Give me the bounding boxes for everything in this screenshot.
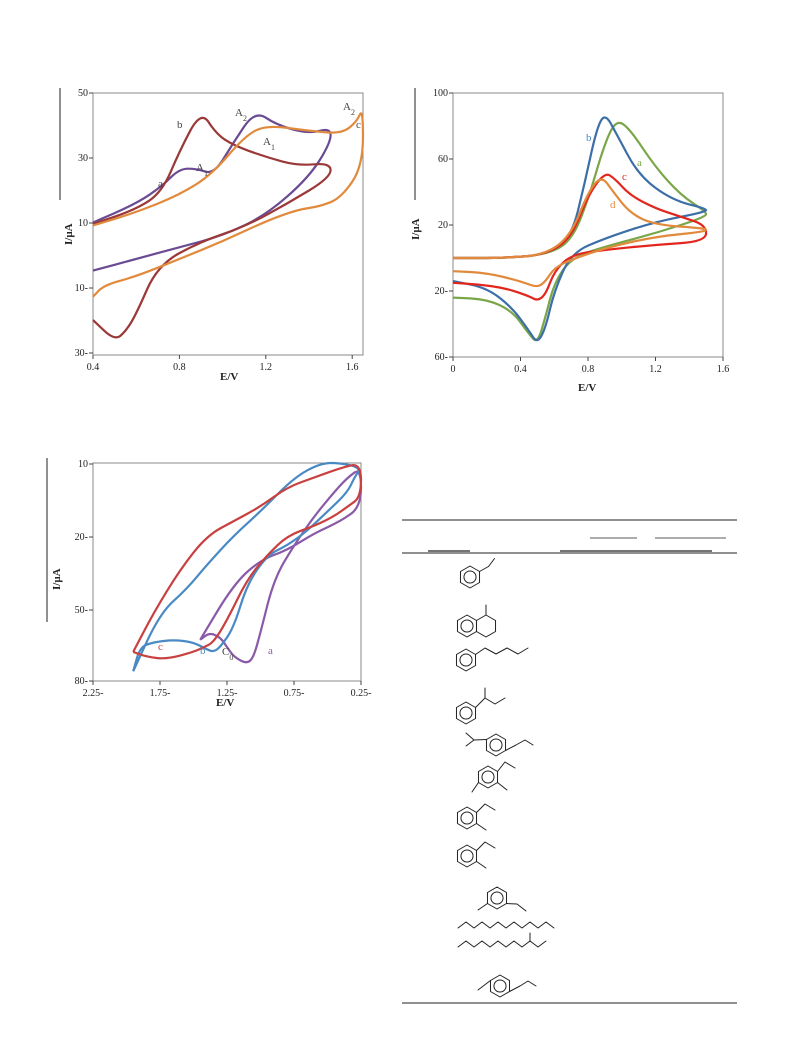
methyl-ethylbenzene-icon xyxy=(456,841,496,869)
series-c-line xyxy=(92,112,365,298)
figure-3-ticks: 2.25- 1.75- 1.25- 0.75- 0.25- 10 20- 50- 80- xyxy=(75,459,372,699)
curve-label: b xyxy=(177,119,183,131)
figure-1-curves xyxy=(92,112,365,339)
figure-2-curve-labels: a b c d xyxy=(586,132,642,211)
x-tick-label: 1.25- xyxy=(217,688,238,699)
x-tick-label: 0.8 xyxy=(582,364,595,375)
curve-label: c xyxy=(158,641,163,653)
x-tick-label: 0.8 xyxy=(173,362,186,373)
methyltetralin-icon xyxy=(456,604,497,638)
curve-label-subscript: 2 xyxy=(351,108,355,117)
series-b-line xyxy=(132,461,360,672)
sec-butylbenzene-icon xyxy=(455,687,506,725)
methyldecane-icon xyxy=(457,932,547,948)
compound-table xyxy=(402,519,737,1004)
curve-label: A2 xyxy=(235,107,247,123)
x-tick-label: 1.75- xyxy=(150,688,171,699)
figure-3-ylabel: I/µA xyxy=(51,568,63,590)
series-a-line xyxy=(199,470,363,664)
curve-label: c xyxy=(356,119,361,131)
x-tick-label: 0.75- xyxy=(284,688,305,699)
figure-1: 0.4 0.8 1.2 1.6 50 30 10 10- 30- a b c A1 A2 A1 A2 E/V… xyxy=(59,88,365,383)
series-d-line xyxy=(452,178,708,288)
curve-label: A2 xyxy=(343,101,355,117)
decane-icon xyxy=(457,921,555,929)
series-a-line xyxy=(452,121,708,342)
curve-label: a xyxy=(158,178,163,190)
para-methyl-ethylbenzene-icon xyxy=(477,974,537,998)
curve-label: a xyxy=(637,157,642,169)
x-tick-label: 2.25- xyxy=(83,688,104,699)
y-tick-label: 100 xyxy=(433,88,448,99)
curve-label-subscript: 2 xyxy=(243,114,247,123)
y-tick-label: 20- xyxy=(75,532,88,543)
curve-label-subscript: 1 xyxy=(204,169,208,178)
series-a-line xyxy=(92,114,332,272)
figure-2-xlabel: E/V xyxy=(578,382,596,394)
curve-label: d xyxy=(610,199,616,211)
figure-2-ylabel: I/µA xyxy=(410,218,422,240)
y-tick-label: 60- xyxy=(435,352,448,363)
x-tick-label: 0.25- xyxy=(351,688,372,699)
figure-1-curve-labels: a b c A1 A2 A1 A2 xyxy=(158,101,361,190)
y-tick-label: 50- xyxy=(75,605,88,616)
figure-2-ticks: 0 0.4 0.8 1.2 1.6 100 60 20 20- 60- xyxy=(433,88,729,375)
butenylbenzene-icon xyxy=(455,647,529,672)
methyl-ethylbenzene-icon xyxy=(456,803,496,831)
y-tick-label: 20- xyxy=(435,286,448,297)
curve-label: C0 xyxy=(222,646,233,662)
figure-2-curves xyxy=(452,116,708,342)
y-tick-label: 30- xyxy=(75,348,88,359)
curve-label-subscript: 1 xyxy=(271,143,275,152)
y-tick-label: 10- xyxy=(75,283,88,294)
x-tick-label: 0.4 xyxy=(87,362,100,373)
y-tick-label: 10 xyxy=(78,459,88,470)
curve-label: a xyxy=(268,645,273,657)
figure-1-xlabel: E/V xyxy=(220,371,238,383)
y-tick-label: 80- xyxy=(75,676,88,687)
dimethyl-ethylbenzene-icon xyxy=(471,761,516,793)
figure-3-curves xyxy=(132,461,363,672)
figure-3-xlabel: E/V xyxy=(216,697,234,709)
series-c-line xyxy=(132,464,363,660)
series-c-line xyxy=(452,173,708,301)
curve-label: c xyxy=(622,171,627,183)
curve-label-subscript: 0 xyxy=(229,653,233,662)
x-tick-label: 1.6 xyxy=(346,362,359,373)
series-b-line xyxy=(92,116,332,339)
y-tick-label: 10 xyxy=(78,218,88,229)
x-tick-label: 0 xyxy=(451,364,456,375)
x-tick-label: 1.2 xyxy=(649,364,662,375)
y-tick-label: 50 xyxy=(78,88,88,99)
figure-3-curve-labels: a b c C0 xyxy=(158,641,273,662)
x-tick-label: 1.2 xyxy=(260,362,273,373)
isopropyl-ethylbenzene-icon xyxy=(465,732,534,757)
structure-column xyxy=(455,558,555,998)
x-tick-label: 1.6 xyxy=(717,364,730,375)
curve-label: b xyxy=(200,645,206,657)
ethylbenzene-icon xyxy=(459,558,496,589)
curve-label: A1 xyxy=(196,162,208,178)
figure-3: 2.25- 1.75- 1.25- 0.75- 0.25- 10 20- 50- 80- a b c… xyxy=(46,458,372,709)
curve-label: b xyxy=(586,132,592,144)
y-tick-label: 60 xyxy=(438,154,448,165)
y-tick-label: 20 xyxy=(438,220,448,231)
meta-methyl-ethylbenzene-icon xyxy=(477,886,527,912)
figure-1-ticks: 0.4 0.8 1.2 1.6 50 30 10 10- 30- xyxy=(75,88,359,373)
y-tick-label: 30 xyxy=(78,153,88,164)
x-tick-label: 0.4 xyxy=(514,364,527,375)
figure-1-ylabel: I/µA xyxy=(63,223,75,245)
figure-2: 0 0.4 0.8 1.2 1.6 100 60 20 20- 60- a b c d E/V I/µA xyxy=(410,88,729,394)
curve-label: A1 xyxy=(263,136,275,152)
